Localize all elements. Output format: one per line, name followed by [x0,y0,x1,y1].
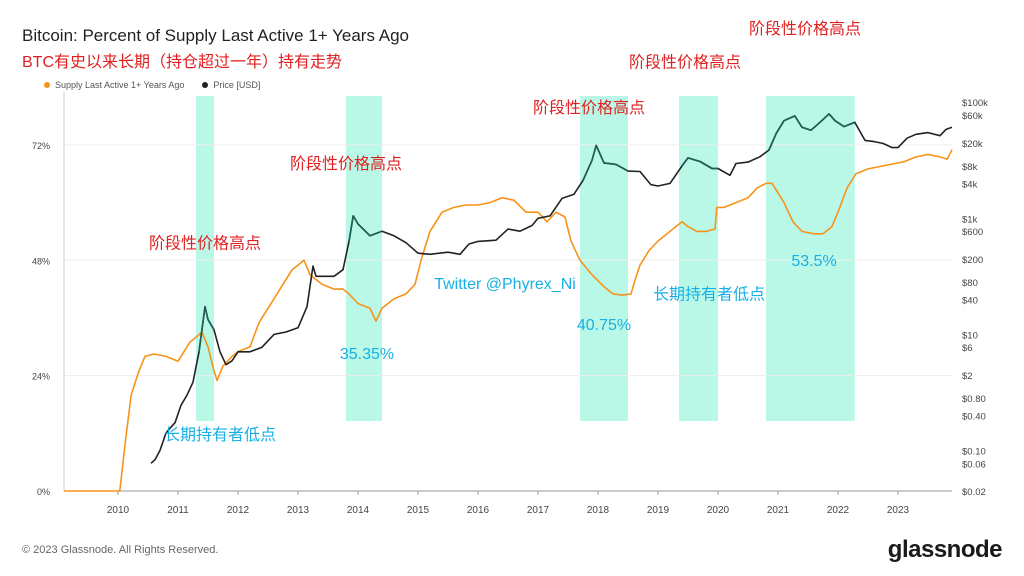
y-right-tick-11: $6 [962,343,973,354]
highlight-band-1 [346,96,382,421]
annotation-high-9: 阶段性价格高点 [749,20,861,38]
chart-title: Bitcoin: Percent of Supply Last Active 1… [22,26,409,45]
y-right-tick-0: $100k [962,98,988,109]
chart-subtitle: BTC有史以来长期（持仓超过一年）持有走势 [22,54,343,71]
y-right-tick-7: $200 [962,255,983,266]
legend-item-supply[interactable]: Supply Last Active 1+ Years Ago [44,80,184,90]
price-line-highlight-4 [768,113,856,151]
annotation-high-2: 阶段性价格高点 [290,155,402,173]
x-tick-label-5: 2015 [407,505,430,516]
y-left-tick-0: 0% [37,487,50,497]
legend-label-price: Price [USD] [213,80,261,90]
price-line-highlight-2 [582,144,629,181]
annotation-low-8: 长期持有者低点 [653,285,765,303]
annotation-value-3: 35.35% [340,346,394,363]
y-right-tick-17: $0.02 [962,487,986,498]
annotation-value-6: 40.75% [577,317,631,334]
copyright-footer: © 2023 Glassnode. All Rights Reserved. [22,544,219,556]
annotation-high-7: 阶段性价格高点 [629,53,741,71]
highlight-band-4 [766,96,855,421]
x-tick-label-0: 2010 [107,505,130,516]
y-right-tick-6: $600 [962,227,983,238]
x-tick-label-7: 2017 [527,505,550,516]
price-line-highlight-3 [681,157,718,170]
y-right-tick-8: $80 [962,278,978,289]
annotation-credit-5: Twitter @Phyrex_Ni [434,276,576,293]
glassnode-logo: glassnode [887,536,1003,563]
y-right-tick-16: $0.06 [962,459,986,470]
legend: Supply Last Active 1+ Years Ago Price [U… [44,80,278,90]
y-right-tick-2: $20k [962,139,983,150]
annotation-low-1: 长期持有者低点 [164,426,276,444]
highlight-band-2 [580,96,628,421]
y-right-tick-10: $10 [962,330,978,341]
x-tick-label-2: 2012 [227,505,250,516]
x-tick-label-11: 2021 [767,505,790,516]
y-right-tick-5: $1k [962,214,978,225]
series-lines [64,113,953,492]
y-left-tick-3: 72% [32,141,50,151]
x-tick-label-4: 2014 [347,505,370,516]
legend-dot-supply [44,82,50,88]
x-tick-label-3: 2013 [287,505,310,516]
y-right-tick-1: $60k [962,111,983,122]
y-right-tick-9: $40 [962,295,978,306]
grid-lines [64,144,952,377]
annotation-value-10: 53.5% [791,253,836,270]
y-right-tick-3: $8k [962,162,978,173]
annotation-high-0: 阶段性价格高点 [149,235,261,253]
x-tick-label-13: 2023 [887,505,910,516]
x-tick-label-8: 2018 [587,505,610,516]
x-tick-label-6: 2016 [467,505,490,516]
legend-item-price[interactable]: Price [USD] [202,80,260,90]
legend-label-supply: Supply Last Active 1+ Years Ago [55,80,185,90]
supply-line [64,149,953,492]
x-tick-label-12: 2022 [827,505,850,516]
price-line-highlight-0 [198,305,215,352]
highlight-band-3 [679,96,718,421]
y-right-tick-15: $0.10 [962,446,986,457]
y-right-tick-13: $0.80 [962,394,986,405]
y-left-tick-2: 48% [32,256,50,266]
y-left-tick-1: 24% [32,372,50,382]
y-right-tick-14: $0.40 [962,411,986,422]
x-tick-label-1: 2011 [167,505,189,516]
axes: 2010 2011 2012 2013 2014 2015 2016 2017 2018 2019… [32,92,988,516]
highlight-bands [196,96,855,421]
y-right-tick-4: $4k [962,179,978,190]
annotation-high-4: 阶段性价格高点 [533,99,645,117]
price-line-highlight-1 [348,215,383,242]
y-right-tick-12: $2 [962,371,973,382]
legend-dot-price [202,82,209,88]
x-tick-label-10: 2020 [707,505,730,516]
x-tick-label-9: 2019 [647,505,670,516]
